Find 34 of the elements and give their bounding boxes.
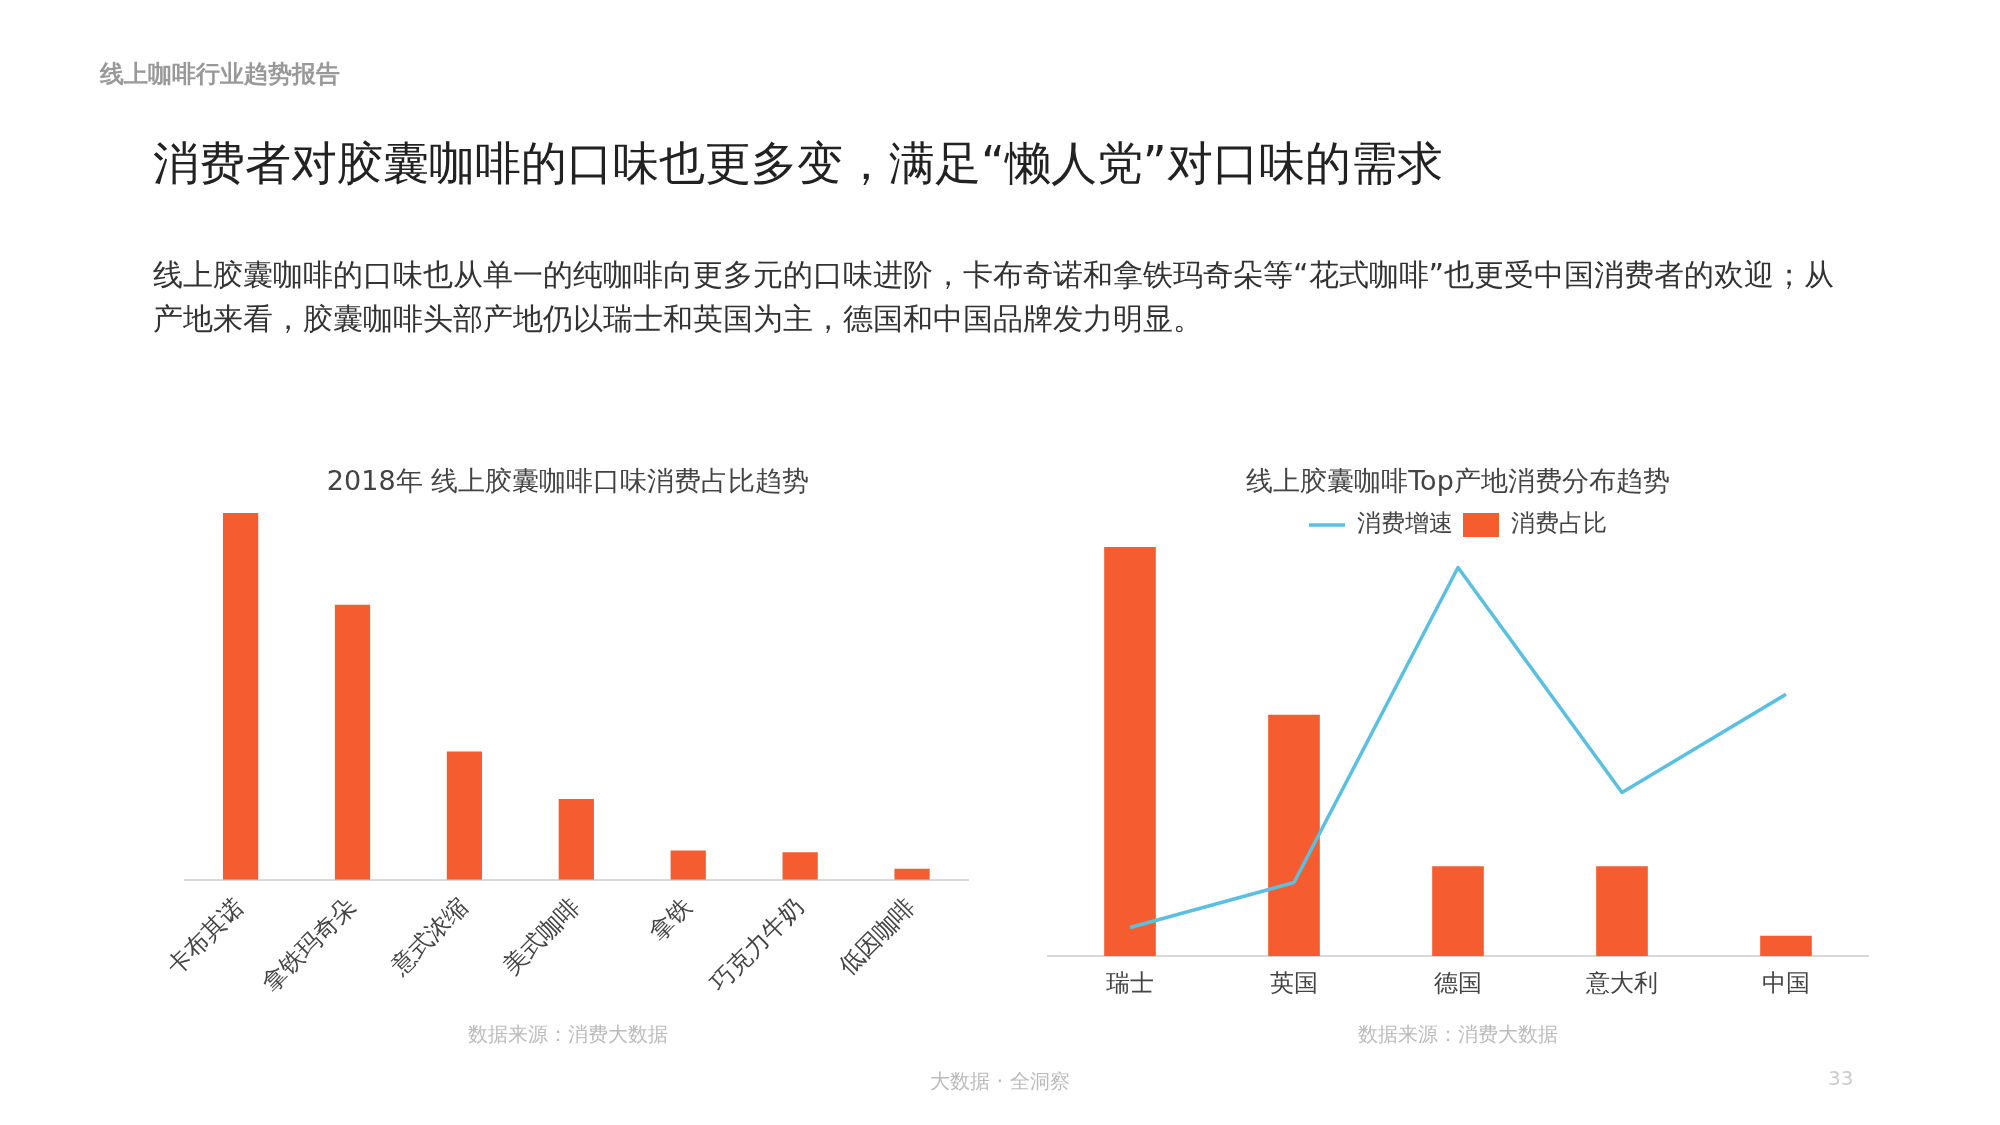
bar xyxy=(1760,935,1812,957)
bar xyxy=(1104,547,1156,957)
bar xyxy=(782,852,818,880)
x-tick-label: 美式咖啡 xyxy=(497,892,585,981)
x-tick-label: 瑞士 xyxy=(1106,968,1154,997)
x-tick-label: 巧克力牛奶 xyxy=(704,892,809,998)
x-tick-label: 意式浓缩 xyxy=(384,892,474,982)
legend-label: 消费占比 xyxy=(1511,509,1607,538)
x-tick-label: 德国 xyxy=(1434,968,1482,997)
text: 线上胶囊咖啡的口味也从单一的纯咖啡向更多元的口味进阶，卡布奇诺和拿铁玛奇朵等“花式咖啡”也更受中国消费者的欢迎；从产地来看，胶囊咖啡头部产地仍以瑞士和英国为主，德国和中国品牌发力明显。 xyxy=(153,256,1836,338)
text: 消费者对胶囊咖啡的口味也更多变，满足“懒人党”对口味的需求 xyxy=(153,135,1443,192)
bar xyxy=(334,604,371,880)
source-note: 数据来源：消费大数据 xyxy=(467,1021,669,1048)
bar xyxy=(222,513,259,880)
x-tick-label: 低因咖啡 xyxy=(833,892,921,981)
x-tick-label: 拿铁 xyxy=(643,892,697,947)
bar xyxy=(1268,714,1320,957)
x-tick-label: 英国 xyxy=(1270,968,1318,997)
bar xyxy=(1596,866,1648,957)
bar xyxy=(446,751,483,880)
x-tick-label: 拿铁玛奇朵 xyxy=(256,892,362,998)
x-tick-label: 卡布其诺 xyxy=(161,892,250,981)
text: 线上咖啡行业趋势报告 xyxy=(100,59,340,90)
text: 大数据 · 全洞察 xyxy=(930,1069,1070,1093)
chart-title: 线上胶囊咖啡Top产地消费分布趋势 xyxy=(1245,464,1671,498)
x-tick-label: 中国 xyxy=(1762,968,1810,997)
legend-label: 消费增速 xyxy=(1357,509,1453,538)
x-tick-label: 意大利 xyxy=(1585,968,1658,997)
bar xyxy=(1432,866,1484,957)
source-note: 数据来源：消费大数据 xyxy=(1357,1021,1559,1048)
bar xyxy=(558,799,594,880)
chart-title: 2018年 线上胶囊咖啡口味消费占比趋势 xyxy=(325,464,811,498)
bar xyxy=(670,850,706,880)
bar xyxy=(894,868,930,880)
